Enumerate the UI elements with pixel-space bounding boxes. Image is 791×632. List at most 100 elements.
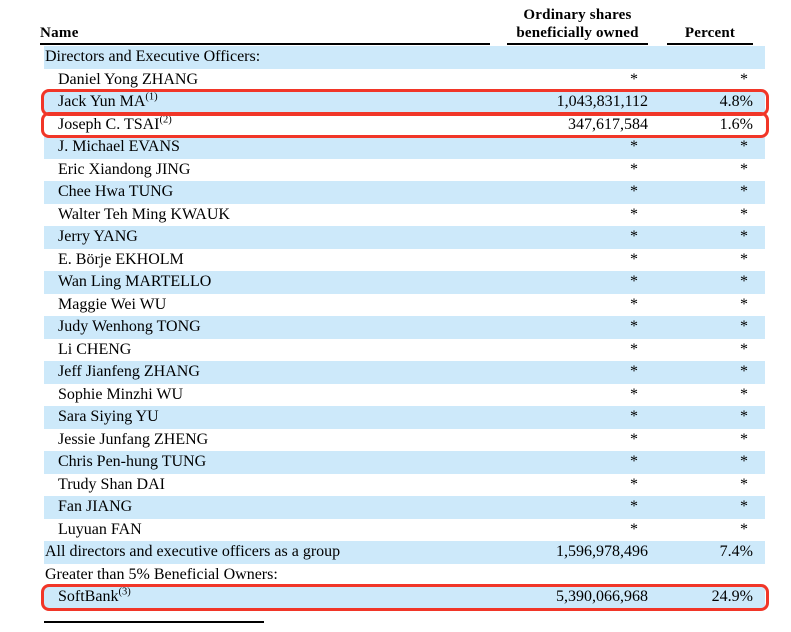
name-cell: SoftBank(3) [44,586,528,609]
table-row: Jerry YANG * * [44,226,765,249]
table-row: Fan JIANG * * [44,496,765,519]
shares-value: * [630,340,638,358]
owner-name: Chee Hwa TUNG [58,183,174,200]
owner-name: Luyuan FAN [58,520,142,538]
name-cell: Trudy Shan DAI [44,474,528,497]
percent-value: * [740,160,748,178]
name-cell: Maggie Wei WU [44,294,528,317]
percent-value: 24.9% [711,588,753,605]
table-row: SoftBank(3) 5,390,066,968 24.9% [41,584,769,611]
shares-value: 1,043,831,112 [556,93,648,110]
column-header-shares-line1: Ordinary shares [523,7,632,23]
column-header-shares: Ordinary shares beneficially owned [500,6,655,42]
percent-value: * [740,498,748,515]
table-row: Luyuan FAN * * [44,519,765,542]
name-cell: Chee Hwa TUNG [44,181,528,204]
table-row: All directors and executive officers as … [44,541,765,564]
name-cell: Li CHENG [44,339,528,362]
owner-name: Judy Wenhong TONG [58,318,201,335]
table-row: Li CHENG * * [44,339,765,362]
owner-name: Chris Pen-hung TUNG [58,453,207,470]
owner-name: Li CHENG [58,340,132,358]
name-cell: Chris Pen-hung TUNG [44,451,528,474]
percent-value: * [740,430,748,448]
table-row: Joseph C. TSAI(2) 347,617,584 1.6% [41,111,769,138]
percent-value: * [740,205,748,223]
owner-name: Maggie Wei WU [58,295,167,313]
name-cell: All directors and executive officers as … [44,541,528,564]
owner-name: Walter Teh Ming KWAUK [58,205,230,223]
owner-name: Joseph C. TSAI [58,115,160,133]
owner-name: Fan JIANG [58,498,133,515]
percent-value: * [740,228,748,245]
percent-value: * [740,70,748,88]
shares-value: 5,390,066,968 [556,588,648,605]
table-row: Chris Pen-hung TUNG * * [44,451,765,474]
shares-value: * [630,385,638,403]
shares-value: * [630,228,638,245]
shares-value: * [630,318,638,335]
footnote-ref: (2) [159,114,172,126]
shares-value: * [630,205,638,223]
name-cell: Directors and Executive Officers: [44,46,528,69]
percent-value: * [740,363,748,380]
name-cell: Jerry YANG [44,226,528,249]
owner-name: Wan Ling MARTELLO [58,273,212,290]
table-row: Jeff Jianfeng ZHANG * * [44,361,765,384]
name-cell: Wan Ling MARTELLO [44,271,528,294]
table-row: Jessie Junfang ZHENG * * [44,429,765,452]
footnote-ref: (3) [118,586,131,598]
owner-name: Trudy Shan DAI [58,475,165,493]
column-header-shares-line2: beneficially owned [516,25,639,41]
table-row: Directors and Executive Officers: [44,46,765,69]
percent-value: * [740,138,748,155]
table-row: Trudy Shan DAI * * [44,474,765,497]
footnote-separator-rule [44,620,264,623]
percent-value: * [740,340,748,358]
table-row: Daniel Yong ZHANG * * [44,69,765,92]
shares-value: * [630,453,638,470]
name-cell: Luyuan FAN [44,519,528,542]
shares-value: * [630,520,638,538]
table-row: J. Michael EVANS * * [44,136,765,159]
name-cell: J. Michael EVANS [44,136,528,159]
percent-value: * [740,520,748,538]
shares-value: 1,596,978,496 [556,543,648,560]
name-cell: Fan JIANG [44,496,528,519]
table-row: Eric Xiandong JING * * [44,159,765,182]
table-row: Maggie Wei WU * * [44,294,765,317]
name-cell: Judy Wenhong TONG [44,316,528,339]
shares-value: * [630,430,638,448]
name-cell: Sophie Minzhi WU [44,384,528,407]
shares-underline [507,43,648,45]
name-cell: Daniel Yong ZHANG [44,69,528,92]
owner-name: Daniel Yong ZHANG [58,70,198,88]
owner-name: Sara Siying YU [58,408,159,425]
name-cell: Jessie Junfang ZHENG [44,429,528,452]
shares-value: * [630,138,638,155]
percent-value: * [740,318,748,335]
table-row: Judy Wenhong TONG * * [44,316,765,339]
name-cell: Joseph C. TSAI(2) [44,114,528,137]
percent-value: 1.6% [719,115,753,133]
percent-value: * [740,475,748,493]
owner-name: SoftBank [58,588,119,605]
percent-value: * [740,183,748,200]
owner-name: E. Börje EKHOLM [58,250,184,268]
percent-value: * [740,408,748,425]
shares-value: * [630,273,638,290]
shares-value: * [630,363,638,380]
name-cell: Jeff Jianfeng ZHANG [44,361,528,384]
percent-value: * [740,453,748,470]
owner-name: J. Michael EVANS [58,138,180,155]
table-row: Chee Hwa TUNG * * [44,181,765,204]
shares-value: * [630,183,638,200]
shares-value: * [630,295,638,313]
percent-value: 7.4% [719,543,753,560]
shares-value: * [630,250,638,268]
table-row: E. Börje EKHOLM * * [44,249,765,272]
percent-value: * [740,295,748,313]
name-underline [40,43,490,45]
name-cell: Sara Siying YU [44,406,528,429]
shares-value: * [630,475,638,493]
